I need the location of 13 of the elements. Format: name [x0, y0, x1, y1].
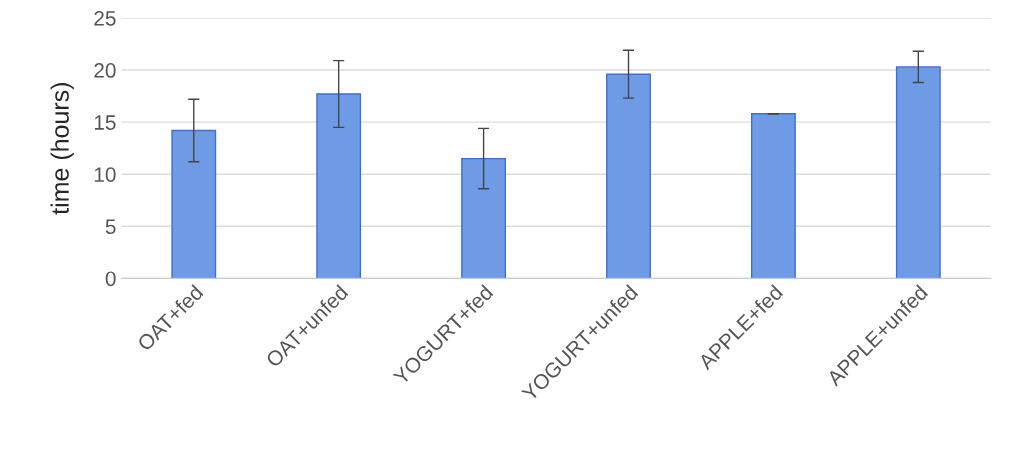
bar: [750, 113, 796, 279]
y-tick-label: 25: [94, 10, 116, 26]
y-tick-label: 5: [105, 219, 116, 235]
bar: [461, 157, 507, 279]
y-tick-label: 10: [94, 167, 116, 182]
bar: [606, 73, 651, 279]
bar: [171, 129, 217, 279]
bar: [316, 93, 362, 279]
y-axis-title: time (hours): [50, 83, 74, 215]
y-tick-label: 0: [105, 271, 116, 287]
y-tick-label: 15: [94, 115, 116, 130]
y-tick-label: 20: [94, 63, 116, 78]
bar: [895, 66, 941, 279]
